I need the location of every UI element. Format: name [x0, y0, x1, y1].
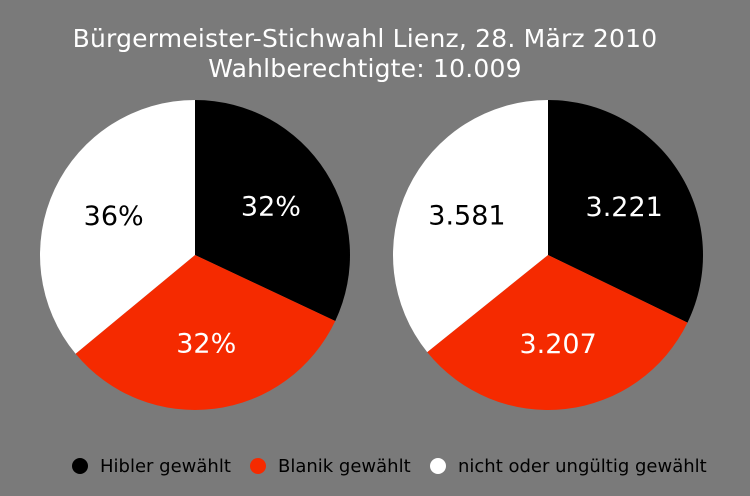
legend-swatch-blanik [250, 458, 266, 474]
legend: Hibler gewählt Blanik gewählt nicht oder… [0, 452, 750, 480]
legend-label-hibler: Hibler gewählt [100, 455, 231, 477]
pie-slice-nicht [392, 99, 548, 353]
chart-title: Bürgermeister-Stichwahl Lienz, 28. März … [72, 24, 658, 53]
slice-label-hibler: 3.221 [586, 192, 663, 223]
slice-label-blanik: 3.207 [519, 329, 596, 360]
legend-swatch-hibler [72, 458, 88, 474]
slice-label-hibler: 32% [241, 191, 301, 222]
pie-chart-1: 32% 32% 36% [40, 99, 350, 410]
slice-label-nicht: 36% [84, 201, 144, 232]
legend-label-blanik: Blanik gewählt [278, 455, 411, 477]
pie-slice-hibler [195, 100, 350, 321]
legend-swatch-nicht [430, 458, 446, 474]
slice-label-nicht: 3.581 [428, 201, 505, 232]
legend-item-hibler: Hibler gewählt [72, 452, 231, 480]
chart-title-block: Bürgermeister-Stichwahl Lienz, 28. März … [0, 24, 730, 84]
pie-slice-hibler [548, 99, 704, 323]
slice-label-blanik: 32% [176, 329, 236, 360]
legend-label-nicht: nicht oder ungültig gewählt [458, 455, 707, 477]
pie-chart-2: 3.221 3.207 3.581 [392, 99, 704, 411]
pie-slice-blanik [75, 255, 336, 410]
chart-subtitle: Wahlberechtigte: 10.009 [208, 54, 522, 83]
pie-slice-blanik [427, 255, 688, 411]
pie-charts: 32% 32% 36% 3.221 3.207 3.581 [40, 99, 704, 411]
legend-item-nicht: nicht oder ungültig gewählt [430, 452, 707, 480]
pie-slice-nicht [40, 99, 196, 354]
legend-item-blanik: Blanik gewählt [250, 452, 411, 480]
